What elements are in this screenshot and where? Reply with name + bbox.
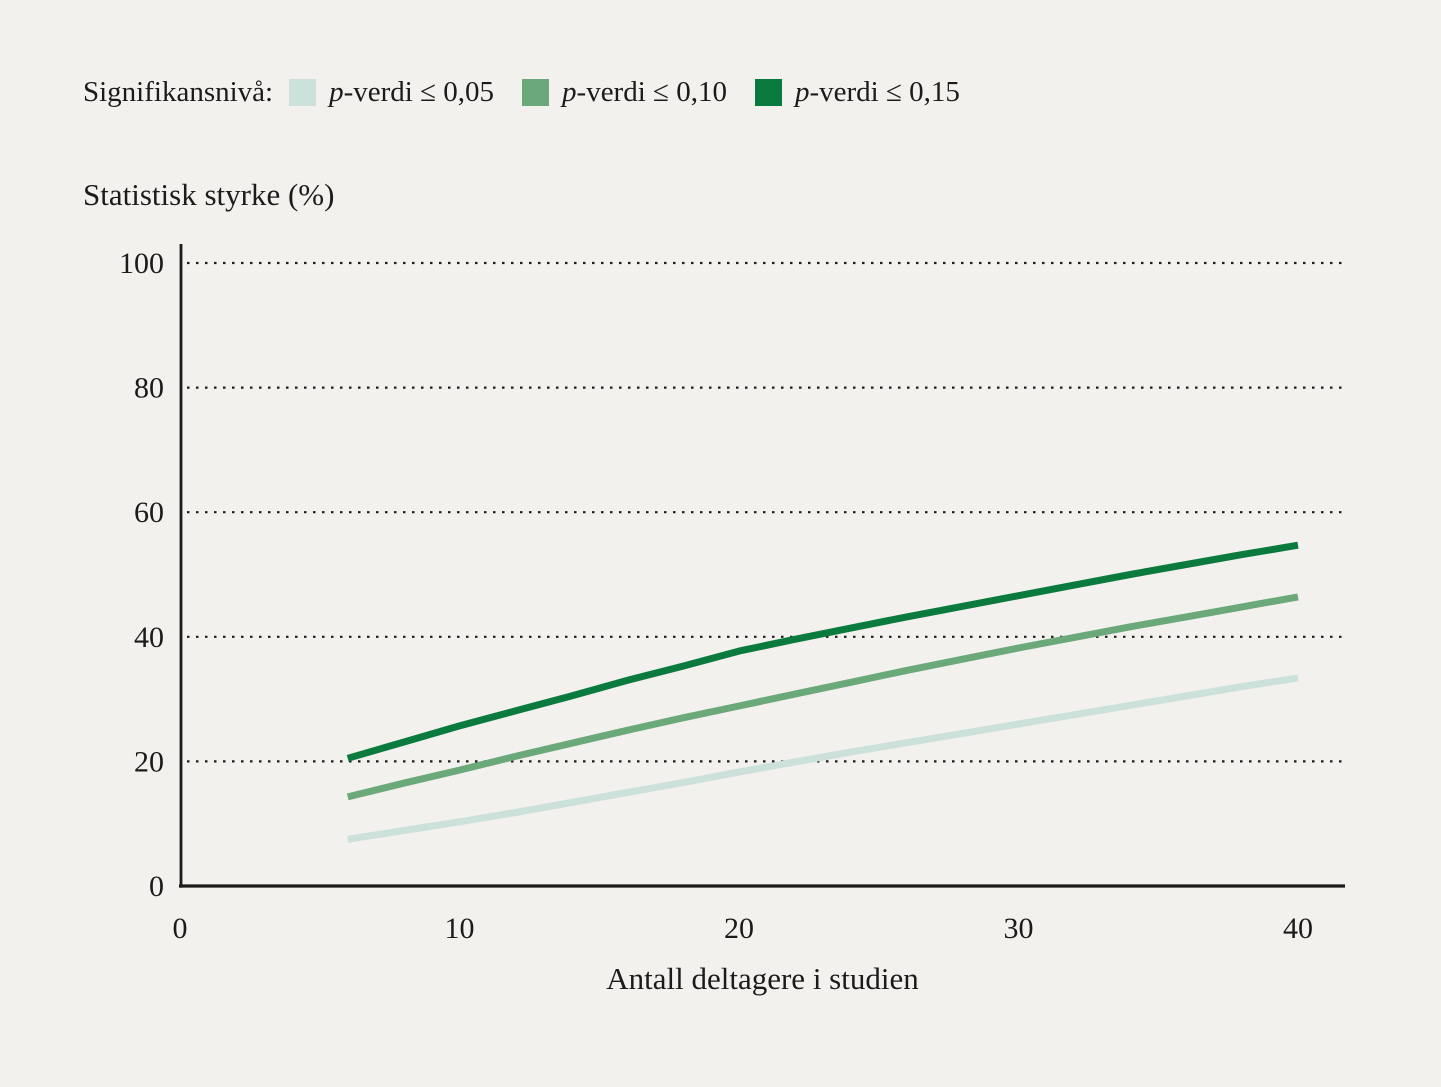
y-tick-label-80: 80: [134, 372, 164, 405]
series-line-1: [346, 593, 1299, 801]
legend-swatch-p005: [289, 78, 317, 106]
legend-label-p015: p-verdi ≤ 0,15: [795, 72, 960, 112]
legend-swatch-p015: [754, 78, 782, 106]
y-axis-title: Statistisk styrke (%): [83, 177, 335, 212]
y-tick-label-20: 20: [134, 745, 164, 778]
x-tick-label-10: 10: [445, 912, 475, 945]
legend-label-text: -verdi ≤ 0,10: [576, 76, 727, 108]
y-tick-label-0: 0: [149, 870, 164, 903]
legend-label-text: -verdi ≤ 0,15: [809, 76, 960, 108]
p-symbol: p: [329, 76, 344, 108]
y-tick-label-40: 40: [134, 621, 164, 654]
y-tick-label-100: 100: [119, 247, 164, 280]
legend-title: Signifikansnivå:: [83, 76, 274, 108]
legend-swatch-p010: [522, 78, 550, 106]
series-line-0: [347, 674, 1299, 843]
legend-item-p015: p-verdi ≤ 0,15: [754, 72, 960, 112]
legend-label-text: -verdi ≤ 0,05: [343, 76, 495, 108]
legend: Signifikansnivå: p-verdi ≤ 0,05 p-verdi …: [83, 72, 960, 112]
x-axis-title: Antall deltagere i studien: [606, 961, 919, 996]
legend-label-p005: p-verdi ≤ 0,05: [329, 72, 494, 112]
y-tick-label-60: 60: [134, 496, 164, 529]
x-tick-label-0: 0: [173, 912, 188, 945]
legend-item-p010: p-verdi ≤ 0,10: [522, 72, 727, 112]
legend-label-p010: p-verdi ≤ 0,10: [562, 72, 727, 112]
x-tick-label-20: 20: [724, 912, 754, 945]
p-symbol: p: [562, 76, 577, 108]
p-symbol: p: [794, 76, 810, 108]
series-line-2: [346, 541, 1299, 762]
legend-item-p005: p-verdi ≤ 0,05: [289, 72, 494, 112]
x-tick-label-30: 30: [1004, 912, 1034, 945]
x-tick-label-40: 40: [1283, 912, 1313, 945]
